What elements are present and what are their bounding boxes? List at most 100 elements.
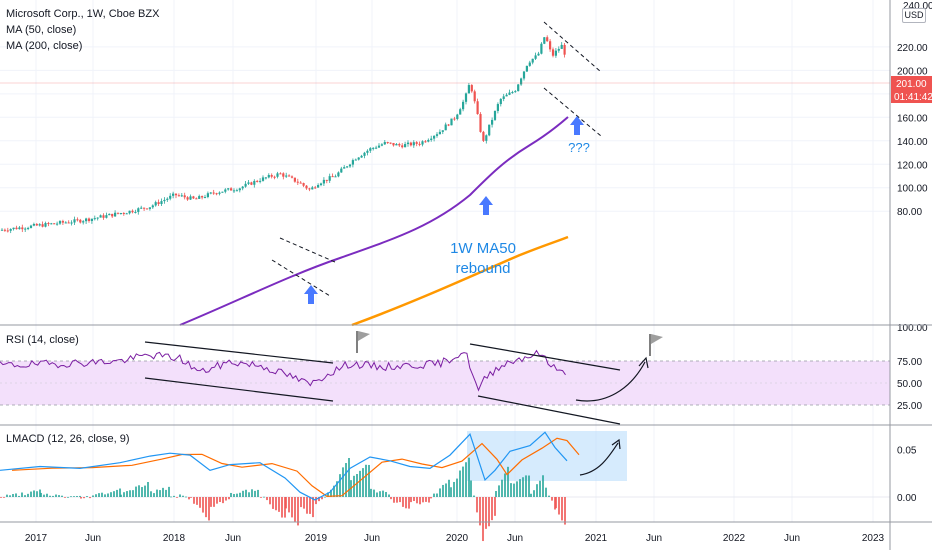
macd-histogram-bar	[52, 495, 54, 497]
candle-body	[470, 85, 473, 92]
candle-body	[6, 230, 9, 232]
macd-histogram-bar	[213, 497, 215, 507]
candle-body	[247, 182, 250, 184]
macd-histogram-bar	[439, 488, 441, 497]
macd-histogram-bar	[70, 496, 72, 498]
rsi-tick-label: 50.00	[897, 379, 922, 390]
macd-histogram-bar	[0, 497, 2, 498]
candle-body	[557, 48, 560, 51]
macd-histogram-bar	[236, 493, 238, 497]
candle-body	[201, 196, 204, 198]
candle-body	[372, 147, 375, 149]
macd-histogram-bar	[324, 496, 326, 498]
macd-histogram-bar	[49, 495, 51, 497]
macd-histogram-bar	[445, 483, 447, 497]
macd-histogram-bar	[419, 497, 421, 505]
macd-histogram-bar	[216, 497, 218, 504]
macd-histogram-bar	[507, 466, 509, 497]
candle-body	[508, 92, 511, 95]
ma50-label[interactable]: MA (50, close)	[6, 24, 77, 36]
macd-histogram-bar	[450, 487, 452, 497]
macd-histogram-bar	[470, 480, 472, 497]
candle-body	[363, 152, 366, 156]
macd-line	[0, 431, 568, 501]
macd-histogram-bar	[482, 497, 484, 542]
candle-body	[459, 109, 462, 115]
macd-histogram-bar	[528, 475, 530, 497]
candle-body	[322, 179, 325, 184]
macd-histogram-bar	[356, 474, 358, 497]
candle-body	[299, 182, 302, 184]
macd-histogram-bar	[300, 497, 302, 508]
macd-tick-label: 0.00	[897, 493, 917, 504]
macd-histogram-bar	[479, 497, 481, 526]
rsi-label[interactable]: RSI (14, close)	[6, 334, 79, 346]
candle-body	[418, 143, 421, 145]
macd-histogram-bar	[196, 497, 198, 505]
candle-body	[29, 225, 33, 228]
macd-histogram-bar	[522, 477, 524, 497]
candle-body	[441, 130, 444, 132]
candle-body	[145, 208, 149, 210]
candle-body	[221, 191, 224, 193]
candle-body	[401, 145, 404, 148]
candle-body	[549, 41, 552, 50]
macd-histogram-bar	[399, 497, 401, 503]
macd-histogram-bar	[321, 497, 323, 500]
candle-body	[189, 196, 192, 200]
macd-histogram-bar	[525, 475, 527, 497]
candle-body	[177, 195, 180, 197]
macd-histogram-bar	[86, 496, 88, 497]
macd-histogram-bar	[456, 478, 458, 497]
ma200-label[interactable]: MA (200, close)	[6, 40, 83, 52]
candle-body	[491, 119, 494, 125]
macd-histogram-bar	[248, 492, 250, 497]
candle-body	[430, 138, 433, 140]
macd-histogram-bar	[141, 487, 143, 497]
candle-body	[85, 218, 88, 222]
candle-body	[305, 185, 308, 189]
macd-histogram-bar	[485, 497, 487, 529]
candle-body	[331, 176, 334, 178]
macd-histogram-bar	[365, 464, 367, 497]
macd-label[interactable]: LMACD (12, 26, close, 9)	[6, 433, 130, 445]
up-arrow-icon	[304, 285, 318, 304]
countdown-tag	[891, 90, 932, 103]
macd-histogram-bar	[260, 497, 262, 498]
candle-body	[18, 227, 21, 230]
candle-body	[412, 142, 415, 146]
ma50-rebound-label-1: 1W MA50	[450, 240, 516, 257]
candle-body	[427, 139, 430, 142]
candle-body	[383, 142, 386, 145]
candle-body	[250, 182, 253, 185]
macd-tick-label: 0.05	[897, 445, 917, 456]
candle-body	[114, 212, 117, 217]
candle-body	[317, 185, 320, 188]
candle-body	[525, 65, 528, 72]
candle-body	[546, 37, 549, 42]
price-tick-label: 200.00	[897, 66, 928, 77]
currency-button[interactable]: USD	[902, 8, 926, 23]
macd-histogram-bar	[263, 496, 265, 498]
candle-body	[157, 202, 160, 205]
grid-lines	[0, 0, 890, 522]
macd-histogram-bar	[306, 497, 308, 514]
macd-histogram-bar	[257, 489, 259, 497]
rsi-pane: 100.00 75.00 50.00 25.00	[0, 323, 928, 412]
macd-histogram-bar	[555, 497, 557, 509]
candle-body	[235, 190, 238, 192]
candle-body	[482, 131, 485, 141]
candle-body	[148, 207, 151, 209]
macd-histogram-bar	[79, 495, 81, 497]
candle-body	[218, 192, 221, 194]
candle-body	[276, 173, 279, 177]
candle-body	[366, 150, 369, 153]
macd-histogram-bar	[504, 473, 506, 497]
macd-histogram-bar	[476, 497, 478, 513]
time-label: 2020	[446, 533, 469, 544]
candle-body	[511, 92, 514, 94]
candle-body	[264, 177, 267, 179]
candle-body	[528, 62, 531, 66]
macd-histogram-bar	[382, 490, 384, 497]
